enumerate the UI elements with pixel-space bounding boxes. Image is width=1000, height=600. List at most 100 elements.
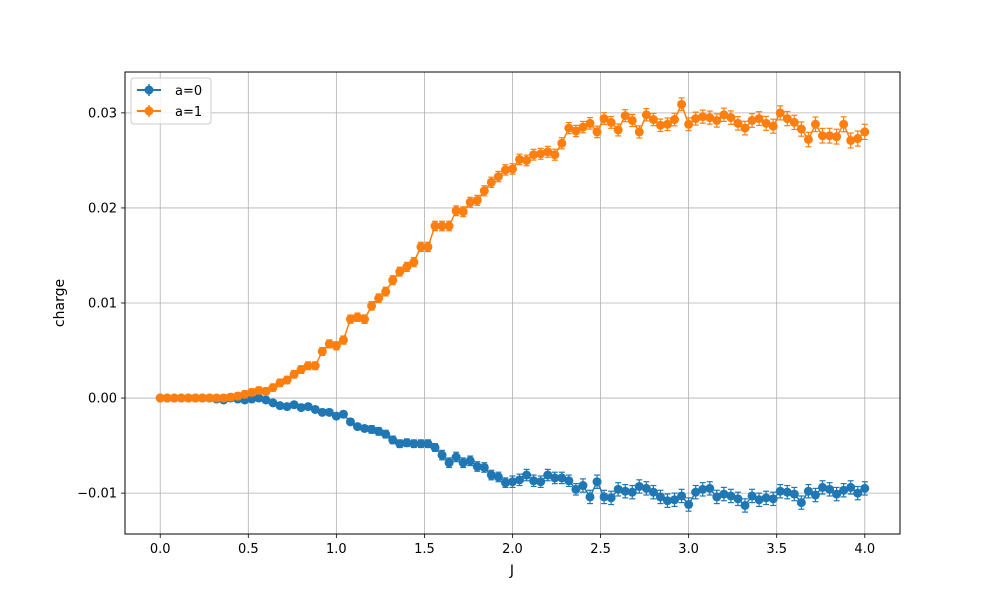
data-point — [677, 99, 687, 109]
data-point — [472, 462, 482, 472]
data-point — [381, 287, 391, 297]
data-point — [571, 484, 581, 494]
data-point — [719, 489, 729, 499]
data-point — [832, 489, 842, 499]
data-point — [465, 456, 475, 466]
data-point — [712, 492, 722, 502]
data-point — [451, 206, 461, 216]
series-a=0 — [155, 393, 870, 513]
data-point — [317, 346, 327, 356]
data-point — [409, 257, 419, 267]
data-point — [353, 312, 362, 322]
data-point — [212, 393, 222, 403]
data-point — [853, 488, 863, 498]
data-point — [458, 207, 468, 217]
data-point — [275, 378, 285, 388]
data-point — [796, 498, 806, 508]
data-point — [571, 126, 581, 136]
data-point — [360, 314, 370, 324]
data-point — [825, 484, 835, 494]
data-point — [599, 492, 609, 502]
data-point — [430, 442, 440, 452]
x-tick-label: 1.0 — [326, 542, 347, 557]
data-point — [331, 411, 341, 421]
data-point — [634, 481, 644, 491]
grid — [125, 72, 900, 534]
legend-label-a1: a=1 — [175, 105, 202, 120]
data-point — [663, 496, 672, 506]
data-point — [818, 482, 827, 492]
data-point — [205, 393, 215, 403]
data-point — [810, 490, 820, 500]
data-point — [768, 121, 778, 131]
data-point — [493, 172, 503, 182]
data-point — [240, 389, 250, 399]
data-point — [853, 134, 863, 144]
data-point — [684, 500, 694, 510]
data-point — [620, 111, 630, 121]
data-point — [310, 404, 320, 414]
data-point — [465, 197, 475, 207]
data-point — [747, 115, 757, 125]
legend: a=0 a=1 — [130, 77, 212, 125]
data-point — [247, 394, 257, 404]
data-point — [353, 422, 362, 432]
data-point — [599, 114, 609, 124]
data-point — [557, 473, 567, 483]
data-point — [740, 500, 750, 510]
data-point — [564, 476, 574, 486]
data-point — [536, 477, 546, 487]
x-tick-label: 4.0 — [854, 542, 875, 557]
data-point — [825, 131, 835, 141]
data-point — [606, 493, 616, 503]
data-point — [303, 361, 313, 371]
data-point — [423, 242, 433, 252]
data-point — [388, 275, 398, 285]
data-point — [796, 124, 806, 134]
data-point — [585, 492, 595, 502]
data-point — [522, 470, 532, 480]
data-point — [303, 402, 313, 412]
data-point — [367, 301, 377, 311]
data-point — [360, 423, 370, 433]
data-point — [479, 186, 489, 196]
data-point — [409, 439, 419, 449]
data-point — [768, 494, 778, 504]
data-point — [543, 470, 553, 480]
data-point — [648, 487, 658, 497]
data-point — [761, 118, 771, 128]
data-point — [782, 487, 792, 497]
data-point — [479, 462, 489, 472]
data-point — [247, 387, 257, 397]
data-point — [592, 477, 602, 487]
data-point — [585, 118, 595, 128]
data-point — [754, 114, 764, 124]
data-point — [705, 483, 715, 493]
data-point — [698, 484, 708, 494]
data-point — [846, 482, 856, 492]
data-point — [655, 492, 665, 502]
data-point — [458, 458, 468, 468]
data-point — [515, 154, 525, 164]
y-axis-label: charge — [52, 279, 68, 327]
y-tick-label: 0.01 — [88, 297, 117, 312]
data-point — [803, 134, 813, 144]
data-point — [508, 477, 517, 487]
data-point — [345, 417, 355, 427]
data-point — [860, 483, 870, 493]
data-point — [430, 221, 440, 231]
data-point — [613, 125, 623, 135]
data-point — [655, 120, 665, 130]
data-point — [761, 493, 771, 503]
axis-ticks: 0.0 0.5 1.0 1.5 2.0 2.5 3.0 3.5 4.0 −0.01 0.00 0.01… — [77, 106, 875, 557]
x-tick-label: 1.5 — [414, 542, 435, 557]
data-point — [226, 392, 236, 402]
data-point — [550, 473, 560, 483]
data-point — [437, 221, 447, 231]
data-point — [169, 393, 179, 403]
y-tick-label: 0.03 — [88, 106, 117, 121]
data-point — [691, 114, 701, 124]
data-point — [522, 155, 532, 165]
data-point — [543, 147, 553, 157]
data-point — [233, 391, 243, 401]
